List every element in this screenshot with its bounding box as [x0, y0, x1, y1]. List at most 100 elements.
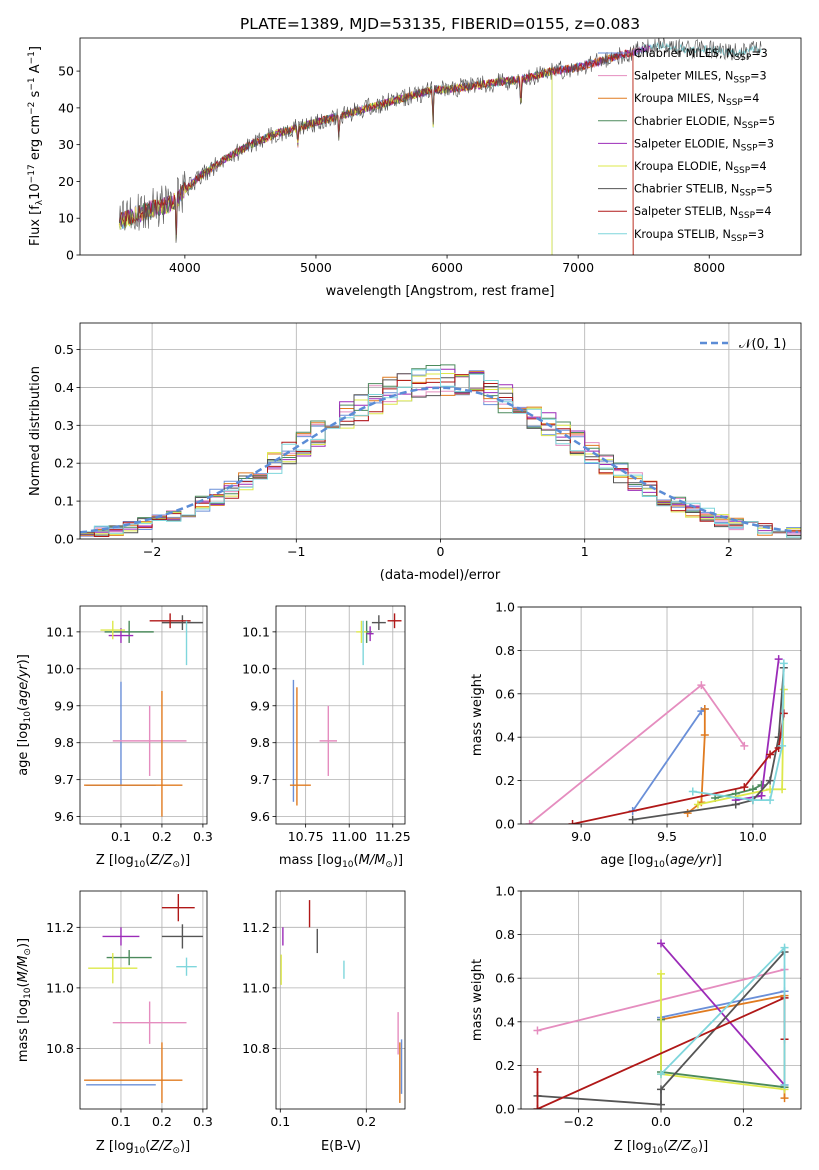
- series-line-chabrier-miles: [660, 990, 785, 1019]
- y-tick-label: 20: [58, 174, 74, 189]
- series-marker: [774, 655, 783, 664]
- spectrum-axes: 4000 5000 6000 7000 8000 0 10 20 30 40 50 wavelengt…: [27, 37, 802, 299]
- mass_weight_vs_Z-axes: −0.2 0.0 0.2 0.0 0.2 0.4 0.6 0.8 1.0 Z [log10(Z/Z…: [470, 884, 802, 1156]
- y-tick-label: 0: [66, 248, 74, 263]
- series-marker: [525, 820, 534, 824]
- spectrum-plot: [118, 38, 762, 255]
- series-line-salpeter-elodie: [735, 658, 780, 801]
- y-tick-label: 9.7: [54, 772, 74, 787]
- x-tick-label: 7000: [562, 260, 594, 275]
- y-tick-label: 0.1: [54, 494, 74, 509]
- axes-layer: 4000 5000 6000 7000 800001020304050wavelengt…: [16, 37, 802, 1156]
- series-marker: [757, 780, 766, 789]
- legend-label: Chabrier STELIB, NSSP=5: [634, 183, 773, 199]
- x-tick-label: −0.2: [563, 1114, 593, 1129]
- y-tick-label: 0.0: [495, 817, 515, 832]
- y-tick-label: 9.9: [250, 698, 270, 713]
- mass_vs_EBV-frame: [275, 890, 406, 1110]
- mass_vs_Z-axes: 0.1 0.2 0.3 10.8 11.0 11.2 Z [log10(Z/Z⊙)] mass…: [16, 890, 213, 1156]
- series-line-salpeter-stelib: [572, 713, 785, 824]
- x-tick-label: 5000: [300, 260, 332, 275]
- residual_histogram-axes: −2 −1 0 1 2 0.0 0.1 0.2 0.3 0.4 0.5 (data-model)/er…: [28, 322, 802, 583]
- series-marker: [657, 939, 665, 948]
- y-tick-label: 0.6: [495, 971, 515, 986]
- series-marker: [780, 1094, 789, 1103]
- series-marker: [740, 741, 749, 750]
- x-tick-label: 10.0: [739, 829, 767, 844]
- y-tick-label: 0.0: [495, 1102, 515, 1117]
- legend-label: 𝒩(0, 1): [739, 337, 786, 352]
- y-axis-label: age [log10(age/yr)]: [16, 654, 33, 776]
- y-axis-label: mass [log10(M/M⊙)]: [16, 938, 33, 1062]
- x-tick-label: 9.0: [571, 829, 591, 844]
- x-axis-label: (data-model)/error: [380, 568, 501, 583]
- age_vs_Z-frame: [79, 605, 208, 825]
- y-tick-label: 9.9: [54, 698, 74, 713]
- y-tick-label: 40: [58, 100, 74, 115]
- y-axis-label: mass weight: [470, 674, 485, 756]
- y-tick-label: 10.0: [46, 661, 74, 676]
- x-tick-label: 0.2: [152, 829, 172, 844]
- series-line-chabrier-miles: [631, 708, 706, 812]
- series-marker: [766, 796, 775, 805]
- x-axis-label: age [log10(age/yr)]: [600, 853, 722, 870]
- legend-label: Kroupa STELIB, NSSP=3: [634, 228, 764, 244]
- y-tick-label: 10.0: [242, 661, 270, 676]
- spectrum-line-kroupa-elodie: [118, 67, 553, 255]
- spectrum-line-salpeter-stelib: [118, 49, 634, 255]
- spectrum-frame: [79, 37, 802, 256]
- y-tick-label: 0.4: [495, 1014, 515, 1029]
- x-tick-label: 11.00: [331, 829, 367, 844]
- legend-label: Salpeter ELODIE, NSSP=3: [634, 137, 774, 153]
- series-marker: [780, 943, 789, 952]
- x-tick-label: 0.3: [193, 829, 213, 844]
- mass_vs_Z-grid: [80, 891, 207, 1109]
- mass_weight_vs_Z-frame: [520, 890, 802, 1110]
- histogram-kroupa-stelib: [80, 368, 801, 539]
- series-marker: [766, 776, 775, 785]
- series-marker: [700, 731, 709, 740]
- x-tick-label: 8000: [693, 260, 725, 275]
- series-marker: [657, 1085, 665, 1094]
- series-marker: [533, 1026, 542, 1035]
- mass_vs_EBV-grid: [276, 891, 405, 1109]
- y-tick-label: 11.2: [46, 920, 74, 935]
- series-marker: [780, 1081, 789, 1090]
- legend-label: Chabrier ELODIE, NSSP=5: [634, 115, 775, 131]
- y-axis-label: Normed distribution: [28, 366, 43, 496]
- series-line-chabrier-stelib: [632, 667, 785, 821]
- x-axis-label: E(B-V): [321, 1139, 361, 1154]
- series-line-kroupa-miles: [687, 709, 706, 814]
- age_vs_mass-axes: 10.75 11.00 11.25 9.6 9.7 9.8 9.9 10.0 10.1 mass …: [242, 605, 411, 870]
- y-tick-label: 9.8: [54, 735, 74, 750]
- x-axis-label: Z [log10(Z/Z⊙)]: [96, 853, 190, 870]
- y-tick-label: 9.6: [54, 809, 74, 824]
- series-marker: [657, 1070, 665, 1079]
- spectrum-line-chabrier-stelib: [119, 38, 762, 243]
- y-tick-label: 0.4: [54, 380, 74, 395]
- series-marker: [774, 733, 783, 742]
- y-tick-label: 11.2: [242, 920, 270, 935]
- x-tick-label: 2: [725, 544, 733, 559]
- x-tick-label: 9.5: [657, 829, 677, 844]
- series-line-kroupa-elodie: [660, 973, 785, 1091]
- spectrum-line-kroupa-miles: [118, 48, 634, 255]
- y-tick-label: 10: [58, 211, 74, 226]
- age_vs_Z-axes: 0.1 0.2 0.3 9.6 9.7 9.8 9.9 10.0 10.1 Z [log10(Z/…: [16, 605, 213, 870]
- y-tick-label: 50: [58, 64, 74, 79]
- y-tick-label: 0.8: [495, 643, 515, 658]
- series-marker: [731, 800, 740, 809]
- mass_weight_vs_age-plot: [525, 655, 788, 824]
- y-tick-label: 11.0: [242, 980, 270, 995]
- x-tick-label: 0.2: [356, 1114, 376, 1129]
- age_vs_mass-frame: [275, 605, 406, 825]
- x-tick-label: 0.1: [270, 1114, 290, 1129]
- mass_vs_Z-plot: [84, 894, 203, 1103]
- series-marker: [657, 1100, 665, 1109]
- x-tick-label: −1: [287, 544, 305, 559]
- series-marker: [748, 785, 757, 794]
- series-marker: [700, 704, 709, 713]
- spectrum-legend: Chabrier MILES, NSSP=3 Salpeter MILES, NS…: [598, 47, 775, 244]
- series-line-salpeter-elodie: [660, 942, 786, 1086]
- data-layer: [80, 38, 801, 1109]
